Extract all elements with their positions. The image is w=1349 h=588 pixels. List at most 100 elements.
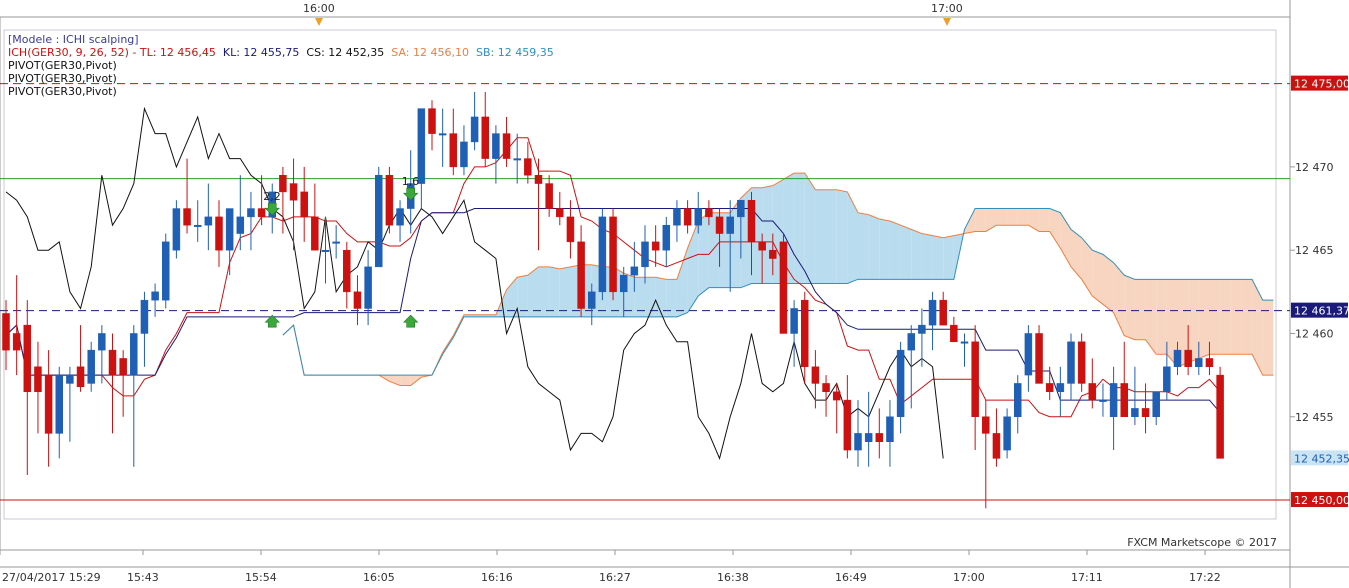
candle-body[interactable] <box>534 174 543 184</box>
candle-body[interactable] <box>183 208 191 226</box>
candle-body[interactable] <box>896 349 905 417</box>
candle-body[interactable] <box>247 208 255 218</box>
candle-body[interactable] <box>641 241 649 268</box>
candle-body[interactable] <box>332 241 340 244</box>
candle-body[interactable] <box>375 174 383 268</box>
candle-body[interactable] <box>23 324 32 393</box>
candle-body[interactable] <box>289 183 298 201</box>
candle-body[interactable] <box>950 324 958 343</box>
candle-body[interactable] <box>790 308 798 334</box>
candle-body[interactable] <box>449 133 458 168</box>
candle-body[interactable] <box>1067 341 1075 384</box>
candle-body[interactable] <box>1109 383 1118 417</box>
candle-body[interactable] <box>982 416 990 434</box>
candle-body[interactable] <box>481 116 489 159</box>
candle-body[interactable] <box>545 183 553 209</box>
candle-body[interactable] <box>1216 374 1224 459</box>
candle-body[interactable] <box>343 249 351 293</box>
candle-body[interactable] <box>864 433 873 442</box>
candle-body[interactable] <box>438 133 447 136</box>
candle-body[interactable] <box>1184 349 1192 368</box>
signal-down-arrow-icon[interactable] <box>264 202 280 216</box>
candle-body[interactable] <box>460 141 468 168</box>
candle-body[interactable] <box>1120 383 1128 417</box>
candle-body[interactable] <box>992 433 1001 459</box>
candle-body[interactable] <box>193 224 202 227</box>
candle-body[interactable] <box>843 399 852 451</box>
candle-body[interactable] <box>353 291 362 309</box>
candle-body[interactable] <box>566 216 575 243</box>
candle-body[interactable] <box>875 433 884 442</box>
candle-body[interactable] <box>1077 341 1086 384</box>
candle-body[interactable] <box>513 158 521 161</box>
candle-body[interactable] <box>257 208 266 218</box>
candle-body[interactable] <box>588 291 596 309</box>
candle-body[interactable] <box>1014 383 1022 417</box>
candle-body[interactable] <box>172 208 181 251</box>
candle-body[interactable] <box>651 241 660 251</box>
candle-body[interactable] <box>1163 366 1171 393</box>
candle-body[interactable] <box>854 433 862 451</box>
candle-body[interactable] <box>609 216 617 293</box>
candle-body[interactable] <box>2 313 10 351</box>
candle-body[interactable] <box>619 274 628 293</box>
candle-body[interactable] <box>779 241 788 334</box>
candle-body[interactable] <box>12 333 21 351</box>
candle-body[interactable] <box>630 266 639 276</box>
candle-body[interactable] <box>470 116 479 143</box>
candle-body[interactable] <box>939 299 947 326</box>
candle-body[interactable] <box>364 266 372 309</box>
candle-body[interactable] <box>87 349 95 384</box>
candle-body[interactable] <box>1003 416 1011 451</box>
candle-body[interactable] <box>715 216 724 234</box>
candle-body[interactable] <box>683 208 692 226</box>
candle-body[interactable] <box>34 366 42 393</box>
candle-body[interactable] <box>130 333 138 376</box>
candle-body[interactable] <box>119 358 127 376</box>
candle-body[interactable] <box>417 108 426 184</box>
candle-body[interactable] <box>960 341 969 344</box>
candle-body[interactable] <box>577 241 585 309</box>
candle-body[interactable] <box>726 216 734 234</box>
candle-body[interactable] <box>1152 391 1160 417</box>
candle-body[interactable] <box>524 158 532 176</box>
candle-body[interactable] <box>492 133 500 159</box>
candle-body[interactable] <box>279 174 287 193</box>
candle-body[interactable] <box>108 349 117 376</box>
candle-body[interactable] <box>98 333 106 351</box>
candle-body[interactable] <box>1173 349 1182 368</box>
candle-body[interactable] <box>769 249 777 259</box>
signal-up-arrow-icon[interactable] <box>264 314 280 328</box>
candle-body[interactable] <box>801 299 809 368</box>
candle-body[interactable] <box>1195 358 1203 368</box>
candle-body[interactable] <box>1056 383 1065 393</box>
candle-body[interactable] <box>822 383 830 393</box>
signal-up-arrow-icon[interactable] <box>402 314 419 328</box>
candle-body[interactable] <box>971 341 979 417</box>
candle-body[interactable] <box>918 324 926 334</box>
candle-body[interactable] <box>1088 383 1097 401</box>
candle-body[interactable] <box>886 416 894 442</box>
candle-body[interactable] <box>396 208 404 226</box>
candle-body[interactable] <box>694 208 702 226</box>
candle-body[interactable] <box>1035 333 1043 384</box>
candle-body[interactable] <box>215 216 223 251</box>
candle-body[interactable] <box>907 333 915 351</box>
candle-body[interactable] <box>758 241 766 251</box>
candle-body[interactable] <box>662 224 671 251</box>
candle-body[interactable] <box>1141 408 1150 417</box>
candle-body[interactable] <box>151 291 159 301</box>
candle-body[interactable] <box>44 374 53 434</box>
candle-body[interactable] <box>1024 333 1033 376</box>
candle-body[interactable] <box>236 216 245 234</box>
candle-body[interactable] <box>1099 399 1107 402</box>
candle-body[interactable] <box>300 191 308 218</box>
candle-body[interactable] <box>204 216 213 226</box>
candle-body[interactable] <box>598 216 607 293</box>
candle-body[interactable] <box>321 249 330 252</box>
candle-body[interactable] <box>502 133 511 159</box>
candle-body[interactable] <box>705 208 713 218</box>
candle-body[interactable] <box>225 208 234 251</box>
candle-body[interactable] <box>737 199 745 218</box>
